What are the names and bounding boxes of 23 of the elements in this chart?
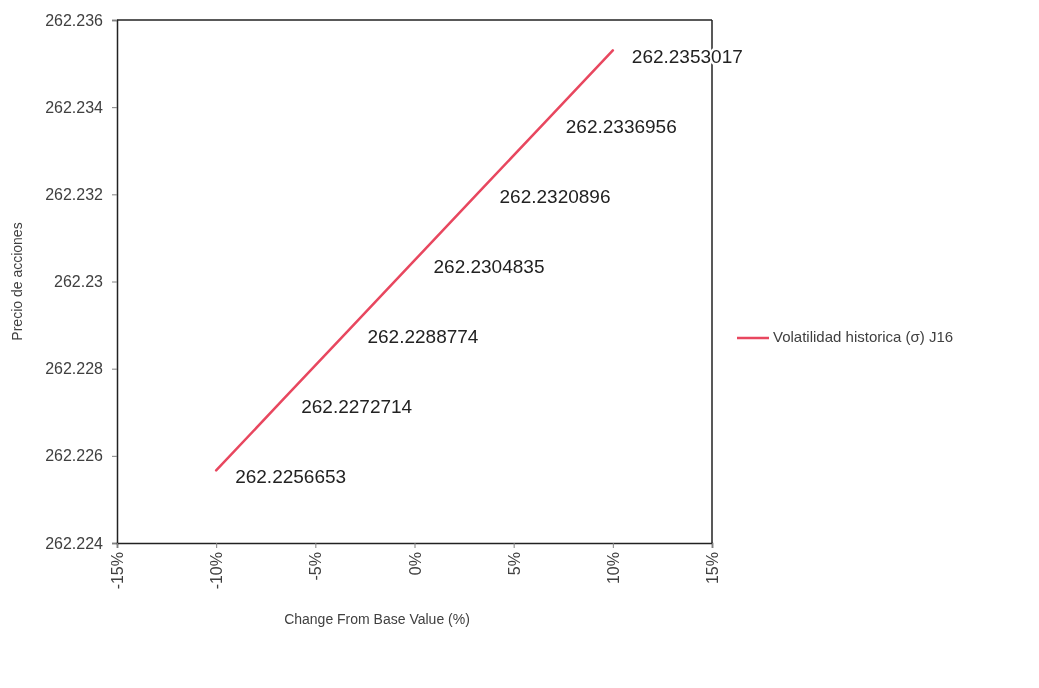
y-tick-label: 262.23	[54, 273, 104, 291]
x-tick-label: 15%	[704, 552, 722, 585]
y-tick-label: 262.234	[45, 98, 104, 116]
data-label: 262.2272714	[301, 396, 413, 418]
x-tick-label: -5%	[307, 552, 325, 581]
legend-label: Volatilidad historica (σ) J16	[773, 327, 954, 345]
x-tick-label: -15%	[109, 552, 127, 590]
y-tick-label: 262.226	[45, 447, 104, 465]
y-tick-label: 262.224	[45, 534, 104, 552]
x-tick-label: 10%	[604, 552, 622, 585]
x-axis-title: Change From Base Value (%)	[284, 611, 470, 627]
y-tick-label: 262.236	[45, 11, 104, 29]
data-label: 262.2320896	[499, 186, 611, 208]
x-tick-label: -10%	[208, 552, 226, 590]
y-tick-label: 262.232	[45, 185, 104, 203]
data-label: 262.2336956	[565, 116, 677, 138]
data-label: 262.2288774	[367, 326, 479, 348]
data-label: 262.2304835	[433, 256, 545, 278]
x-tick-label: 5%	[505, 552, 523, 576]
y-tick-label: 262.228	[45, 360, 104, 378]
x-tick-label: 0%	[406, 552, 424, 576]
data-label: 262.2256653	[235, 466, 347, 488]
y-axis-title: Precio de acciones	[9, 222, 25, 341]
